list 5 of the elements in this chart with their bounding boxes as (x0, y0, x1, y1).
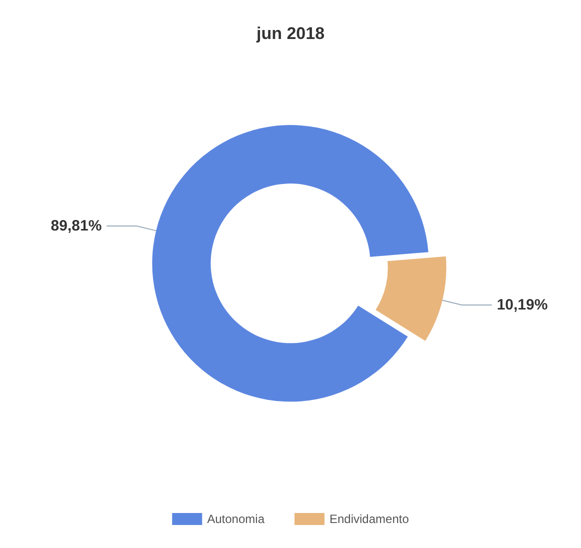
legend-label: Endividamento (329, 512, 410, 526)
data-label: 89,81% (50, 217, 102, 234)
legend-label: Autonomia (207, 512, 265, 526)
chart-title: jun 2018 (255, 24, 325, 43)
data-label: 10,19% (496, 296, 548, 314)
